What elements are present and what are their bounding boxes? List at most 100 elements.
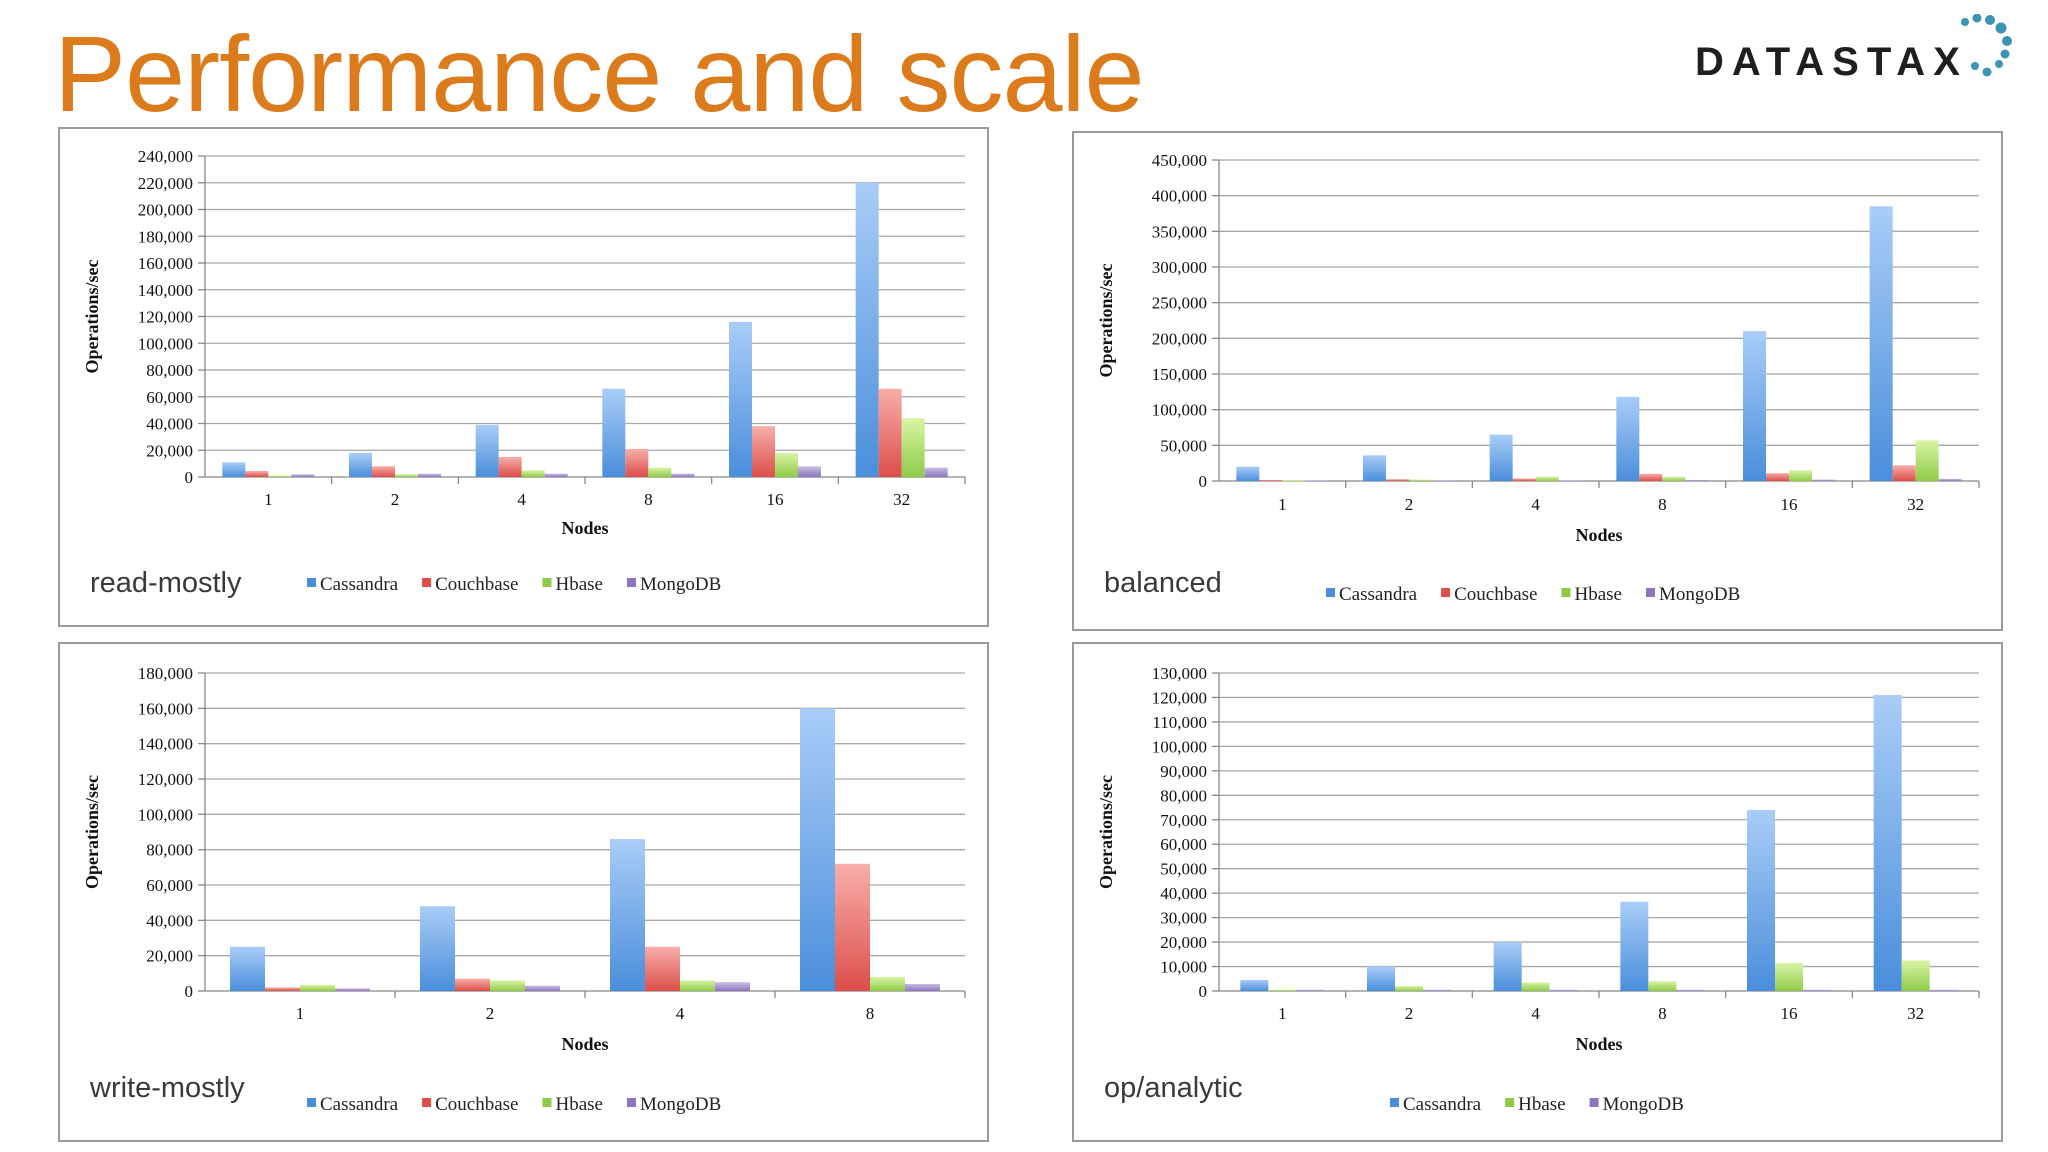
legend-label-mongodb: MongoDB (1659, 584, 1740, 605)
bar-mongodb-8 (671, 473, 695, 477)
y-tick-label: 0 (1199, 982, 1208, 1001)
x-tick-label: 16 (1781, 495, 1798, 514)
bar-couchbase-2 (372, 466, 395, 477)
bar-cassandra-32 (855, 182, 879, 477)
legend-swatch-mongodb (1589, 1098, 1599, 1107)
legend-swatch-mongodb (626, 1098, 636, 1107)
legend-swatch-mongodb (626, 578, 636, 587)
y-tick-label: 40,000 (146, 911, 193, 930)
y-tick-label: 100,000 (1152, 401, 1207, 420)
y-tick-label: 0 (185, 982, 194, 1001)
x-axis-title: Nodes (561, 1034, 608, 1054)
bar-mongodb-8 (905, 983, 940, 991)
y-axis-title: Operations/sec (1096, 775, 1116, 889)
bar-couchbase-8 (835, 863, 870, 991)
bar-hbase-2 (1409, 479, 1432, 481)
legend-swatch-cassandra (1390, 1098, 1399, 1107)
x-axis-title: Nodes (561, 518, 608, 538)
legend-swatch-couchbase (422, 578, 432, 587)
bar-cassandra-1 (1240, 979, 1269, 991)
x-tick-label: 16 (767, 490, 784, 509)
bar-cassandra-16 (1747, 809, 1775, 991)
logo-dot-4 (2002, 36, 2012, 46)
x-tick-label: 4 (1531, 495, 1540, 514)
legend-swatch-hbase (1561, 588, 1571, 597)
bar-cassandra-4 (610, 839, 645, 991)
bar-cassandra-2 (1363, 455, 1386, 481)
bar-cassandra-4 (475, 424, 499, 477)
panel-op-analytic: 0 10,000 20,000 30,000 40,000 50,000 60,000 70,… (1072, 642, 2003, 1142)
logo-dot-8 (1982, 67, 1992, 77)
legend-swatch-mongodb (1645, 588, 1655, 597)
y-tick-label: 20,000 (1160, 933, 1207, 952)
bar-hbase-4 (521, 470, 545, 477)
bar-mongodb-8 (1685, 479, 1709, 481)
x-tick-label: 1 (264, 490, 273, 509)
bar-mongodb-4 (1549, 989, 1578, 991)
y-tick-label: 180,000 (138, 227, 193, 246)
y-tick-label: 70,000 (1160, 811, 1207, 830)
panel-label-read-mostly: read-mostly (90, 567, 242, 599)
legend-label-hbase: Hbase (555, 574, 602, 595)
bar-mongodb-32 (1929, 989, 1958, 991)
y-tick-label: 140,000 (138, 735, 193, 754)
logo-dots-icon (1961, 14, 2012, 77)
y-tick-label: 20,000 (146, 947, 193, 966)
x-tick-label: 1 (1278, 495, 1287, 514)
x-axis-title: Nodes (1575, 1034, 1622, 1054)
bar-cassandra-1 (222, 462, 246, 477)
bar-cassandra-2 (349, 452, 372, 477)
x-tick-label: 2 (1405, 495, 1414, 514)
bar-hbase-32 (901, 418, 925, 477)
y-tick-label: 200,000 (1152, 329, 1207, 348)
datastax-logo: DATASTAX (1695, 14, 2030, 92)
bar-mongodb-32 (924, 467, 948, 477)
y-tick-label: 30,000 (1160, 909, 1207, 928)
bar-couchbase-32 (1892, 465, 1916, 481)
legend-label-hbase: Hbase (1574, 584, 1621, 605)
legend-label-hbase: Hbase (1518, 1094, 1565, 1115)
legend-swatch-couchbase (1441, 588, 1451, 597)
legend-swatch-couchbase (422, 1098, 432, 1107)
bar-hbase-8 (1662, 476, 1686, 481)
bar-mongodb-1 (1305, 480, 1329, 482)
y-tick-label: 110,000 (1152, 713, 1207, 732)
y-tick-label: 400,000 (1152, 187, 1207, 206)
y-tick-label: 140,000 (138, 281, 193, 300)
x-tick-label: 4 (676, 1004, 685, 1023)
legend-label-hbase: Hbase (555, 1094, 602, 1115)
legend-label-mongodb: MongoDB (640, 1094, 721, 1115)
y-tick-label: 60,000 (1160, 835, 1207, 854)
legend-swatch-hbase (1505, 1098, 1515, 1107)
bar-mongodb-2 (525, 985, 560, 991)
panel-balanced: 0 50,000 100,000 150,000 200,000 250,000 300,0… (1072, 131, 2003, 631)
bar-mongodb-2 (1423, 989, 1451, 991)
x-tick-label: 2 (486, 1004, 495, 1023)
logo-dot-7 (1971, 62, 1979, 70)
bar-mongodb-4 (1558, 480, 1582, 482)
bar-couchbase-2 (1386, 479, 1409, 481)
bar-mongodb-1 (335, 988, 370, 991)
y-tick-label: 300,000 (1152, 258, 1207, 277)
chart-balanced: 0 50,000 100,000 150,000 200,000 250,000 300,0… (1096, 151, 1980, 605)
y-tick-label: 0 (1199, 472, 1208, 491)
y-tick-label: 450,000 (1152, 151, 1207, 170)
y-tick-label: 220,000 (138, 174, 193, 193)
legend-swatch-hbase (542, 1098, 552, 1107)
bar-hbase-16 (1775, 962, 1803, 991)
legend-label-couchbase: Couchbase (1454, 584, 1537, 605)
bar-cassandra-8 (602, 388, 626, 477)
bar-couchbase-8 (1639, 473, 1663, 481)
bar-couchbase-16 (1766, 473, 1789, 481)
bar-couchbase-4 (1512, 478, 1536, 481)
x-tick-label: 32 (1907, 1004, 1924, 1023)
y-tick-label: 10,000 (1160, 958, 1207, 977)
logo-dot-0 (1961, 18, 1969, 26)
y-tick-label: 50,000 (1160, 436, 1207, 455)
x-tick-label: 16 (1781, 1004, 1798, 1023)
bar-cassandra-8 (800, 708, 835, 991)
bar-hbase-16 (1789, 470, 1812, 481)
bar-couchbase-4 (498, 456, 522, 477)
x-axis-title: Nodes (1575, 525, 1622, 545)
x-tick-label: 8 (866, 1004, 875, 1023)
